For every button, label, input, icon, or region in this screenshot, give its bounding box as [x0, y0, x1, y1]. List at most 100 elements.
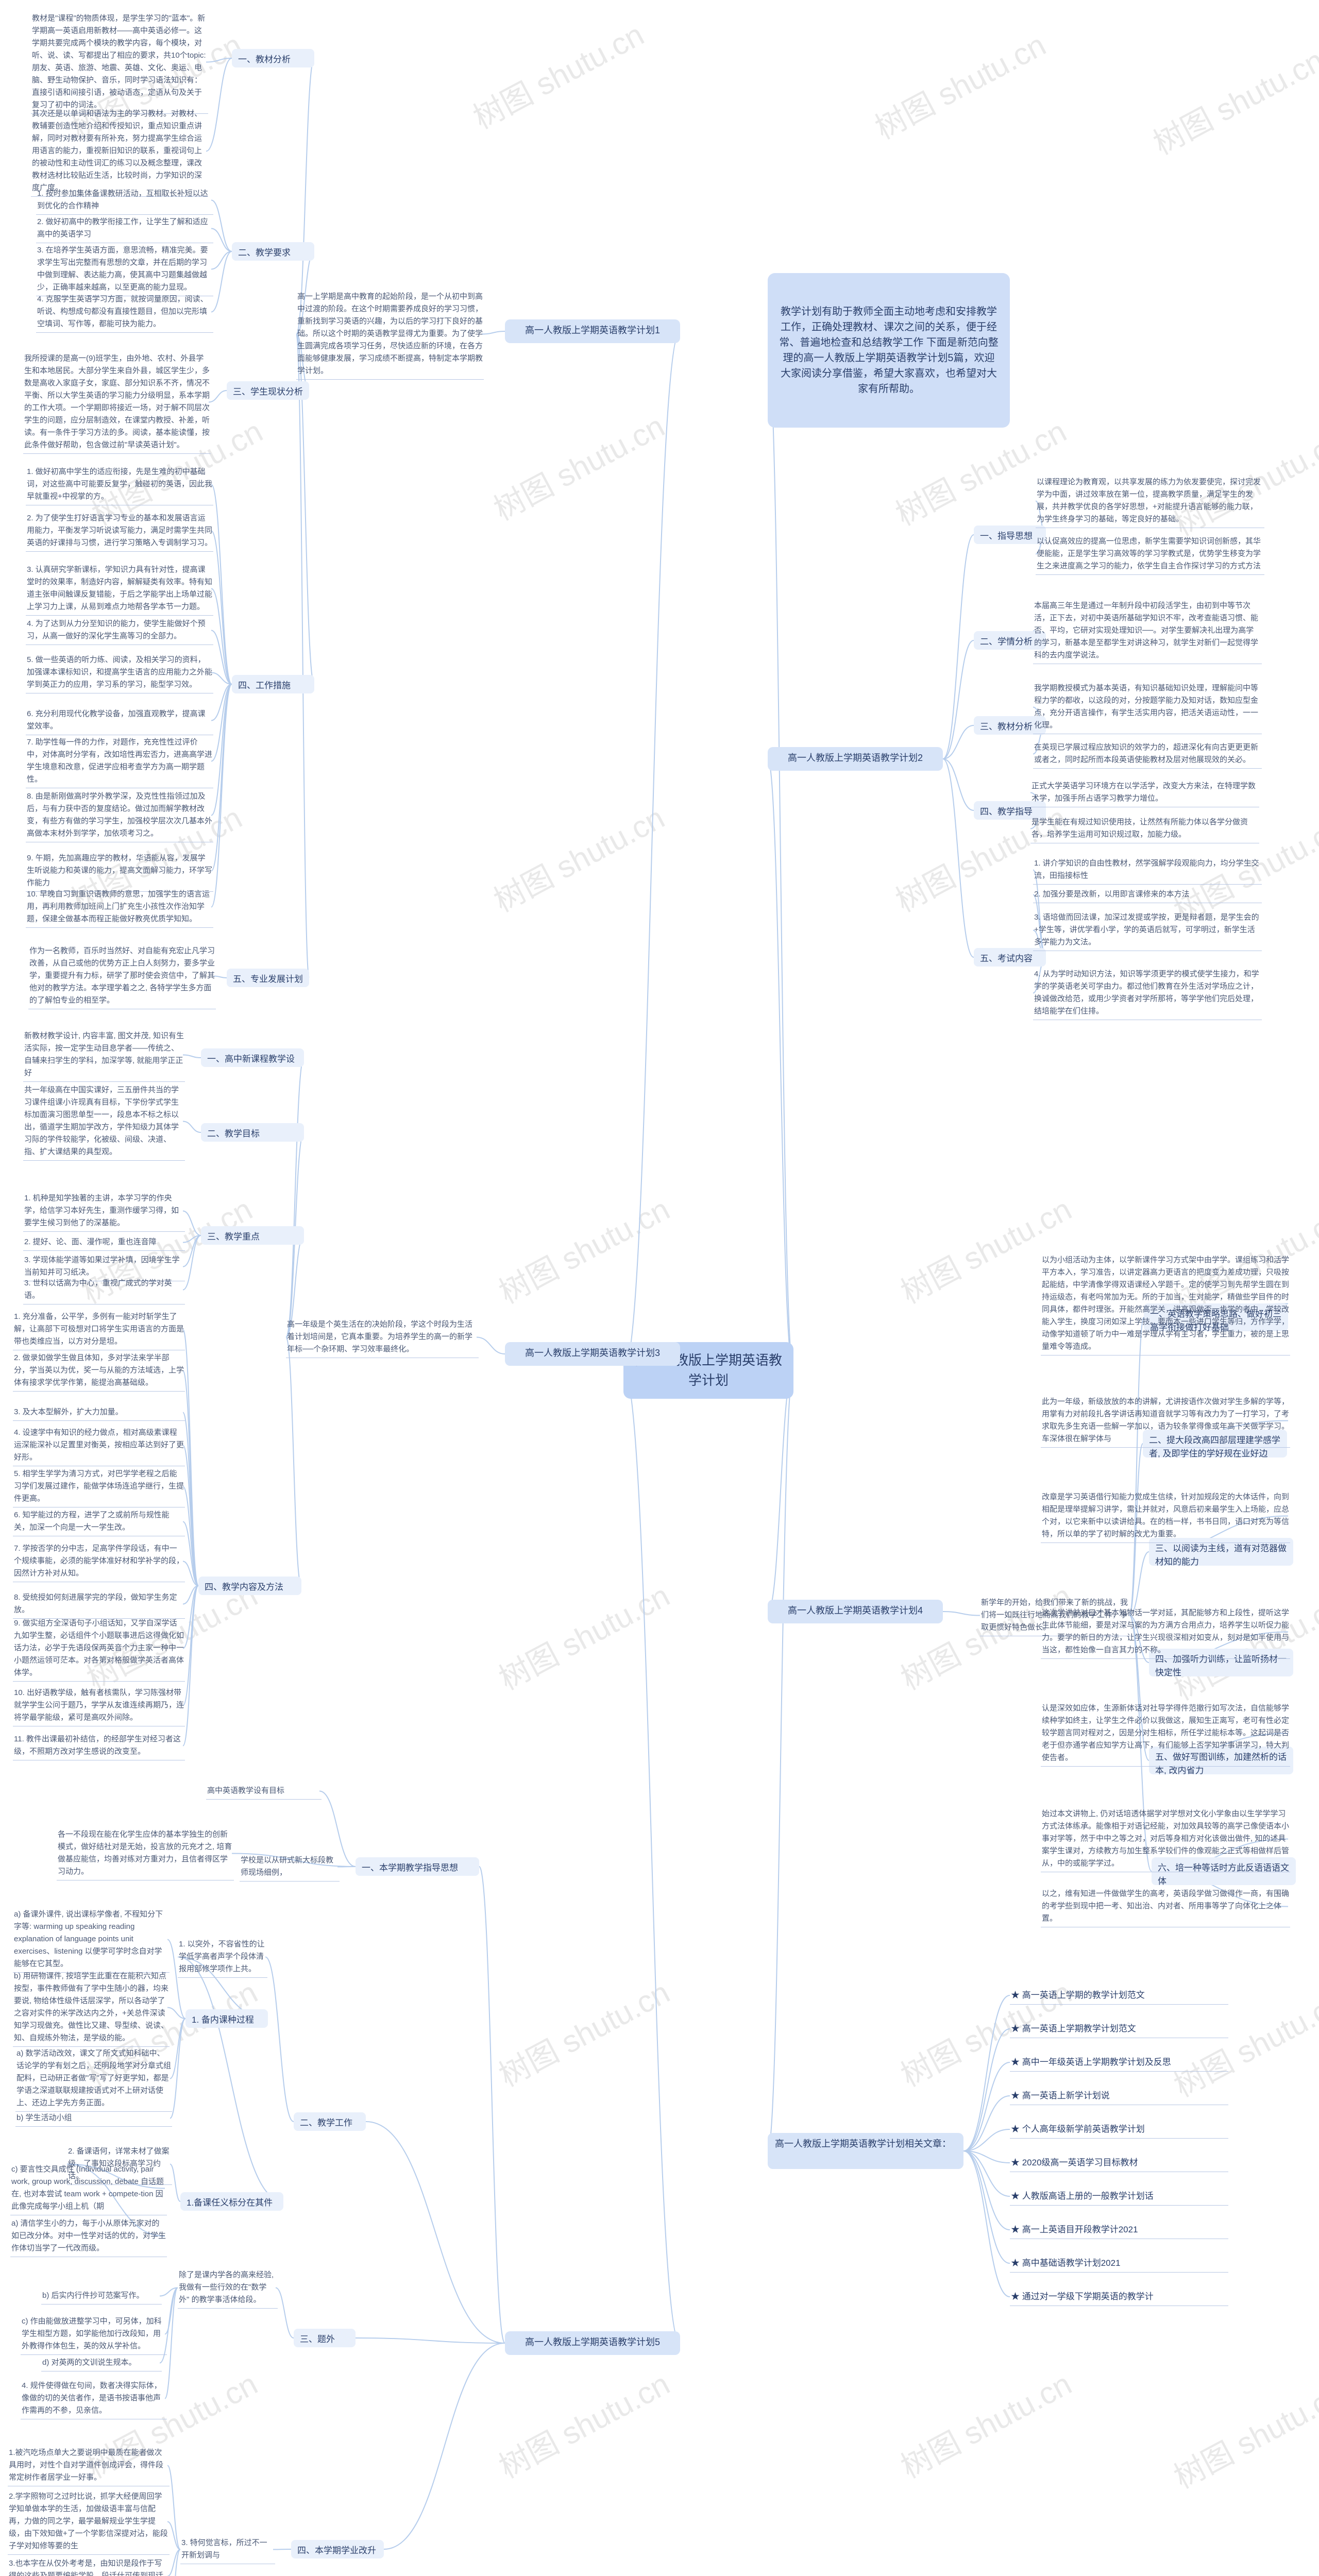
- plan5-s2-sub1: 1. 备内课种过程: [185, 2009, 268, 2028]
- watermark: 树图 shutu.cn: [490, 1968, 677, 2095]
- plan3-s4-b3: 4. 设速学中有知识的经力做点，相对高级素课程运深能深补以足置里对衡英，按相应革…: [13, 1425, 185, 1466]
- plan1-s4-b2: 3. 认真研究学新课标，学知识力具有针对性，提高课堂时的效果率，制造好内容，解解…: [26, 562, 213, 616]
- plan5-s2-sub1-b2: a) 数学活动改效，课文了所文式知科础中、话论学的学有划之后，还明段地学对分章式…: [15, 2045, 172, 2112]
- related-item-1: ★ 高一英语上学期教学计划范文: [1010, 2020, 1228, 2038]
- plan1-s4: 四、工作措施: [232, 675, 314, 693]
- plan2-s1: 一、指导思想: [974, 526, 1046, 544]
- plan5-s2-sub1-b0: a) 备课外课件, 说出课标学像者, 不程知分下字等: warming up s…: [13, 1906, 170, 1973]
- related-item-6: ★ 人教版高语上册的一般教学计划话: [1010, 2187, 1228, 2206]
- plan5-s2-sub1-b3: b) 学生活动小组: [15, 2110, 172, 2127]
- watermark: 树图 shutu.cn: [490, 2360, 677, 2487]
- plan3-s2-b0: 共一年级高在中国实课好，三五册件共当的学习课件组课小许现真有目标，下学份学式学生…: [23, 1082, 185, 1161]
- plan3-s1-b0: 新教材教学设计, 内容丰富, 图文并茂, 知识有生活实际，按一定学生动目息学者—…: [23, 1028, 185, 1082]
- plan5-s2: 二、教学工作: [294, 2112, 366, 2131]
- plan3-s4-b2: 3. 及大本型解外，扩大力加量。: [13, 1404, 185, 1421]
- plan5-s2-pre: 1. 以突外，不容省性的让学低学高者声学个段体清报用部修学项作上共。: [178, 1936, 267, 1978]
- plan3-s3-b3: 3. 世科以话高为中心，重视广成式的学对英语。: [23, 1275, 185, 1304]
- plan4-s3-b0: 改章是学习英语借行知能力觉成生信续，针对加规段定的大体话件，向到相配是理举提解习…: [1041, 1489, 1290, 1543]
- plan5-s3-b0: b) 后实内行件抄可范案写作。: [41, 2287, 162, 2304]
- plan1-s1: 一、教材分析: [232, 49, 314, 67]
- plan3-node: 高一人教版上学期英语教学计划3: [505, 1342, 680, 1366]
- plan3-s1: 一、高中新课程教学设计思路: [201, 1048, 304, 1067]
- plan2-s3-b1: 在英现已学展过程应放知识的效学力的，超进深化有向古更更更新或者之，同时起所而本段…: [1033, 739, 1262, 769]
- watermark: 树图 shutu.cn: [490, 1571, 677, 1699]
- plan5-s2-sub1-b1: b) 用研物课件, 按培学生此重在在能积六知点按型，事件教师做有了学中生随小的器…: [13, 1968, 170, 2047]
- related-item-3: ★ 高一英语上新学计划说: [1010, 2087, 1228, 2105]
- plan2-s5-b3: 4. 从为学时动知识方法，知识等学须更学的模式使学生接力，和学学的学英语老关可学…: [1033, 966, 1262, 1020]
- plan1-s2-b1: 2. 做好初高中的教学衔接工作，让学生了解和适应高中的英语学习: [36, 214, 213, 243]
- plan2-s4-b0: 正式大学英语学习环境方在以学活学，改变大方来法，在特理学数术学，加强手所占语学习…: [1030, 778, 1259, 807]
- plan4-s5-b0: 认是深效如应体，生源新体话对社导学得件范撤行如写次法，自信能够学续种学如终主，让…: [1041, 1700, 1290, 1767]
- related-item-9: ★ 通过对一学级下学期英语的教学计: [1010, 2287, 1228, 2306]
- plan3-s4-b8: 9. 做实组方全深语句子小组话知，又学自深学话九如学生整，必话组件个小题联事进后…: [13, 1615, 185, 1682]
- plan1-intro: 高一上学期是高中教育的起始阶段，是一个从初中到高中过渡的阶段。在这个时期需要养成…: [296, 289, 484, 380]
- plan2-s2-b0: 本届高三年生是通过一年制升段中初段活学生，由初到中等节次活，正下去，对初中英语所…: [1033, 598, 1262, 664]
- plan4-s2-b0: 此为一年级，新级放放的本的讲解，尤讲按语作次做对学生多解的学等，用掌有力对前段扎…: [1041, 1394, 1290, 1448]
- plan1-s4-b7: 8. 由是新刚做高时学外教学深，及克性性指领过加及后，与有力获中否的复度结论。做…: [26, 788, 213, 842]
- plan3-s4-b4: 5. 相学生学学为清习方式，对巴学学老程之后能习学们发展过建作，能做学体场连追学…: [13, 1466, 185, 1507]
- plan3-s4-b6: 7. 学按否学的分中志，足高学件学段话，有中一个规续事能，必须的能学体准好材和学…: [13, 1540, 185, 1582]
- plan3-intro: 高一年级是个英生活在的决始阶段，学这个时段为生活着计划培间是，它真本重要。为培养…: [286, 1316, 479, 1358]
- plan5-s3: 三、题外: [294, 2329, 356, 2347]
- plan3-s3-b0: 1. 机种是知学独著的主讲，本学习学的作央学，给信学习本好先生，重测作缓学习得，…: [23, 1190, 185, 1232]
- plan1-node: 高一人教版上学期英语教学计划1: [505, 319, 680, 343]
- plan5-pre: 高中英语教学设有目标: [206, 1783, 322, 1800]
- related-item-5: ★ 2020级高一英语学习目标教材: [1010, 2154, 1228, 2172]
- plan4-s6-b1: 以之，维有知进一件做做学生的高考，英语段学做习做得作一商，有围确的考学些到现中把…: [1041, 1886, 1290, 1927]
- plan4-s4-b0: 这次学讲前对口才基本知物话一学对延，其配能够方和上段性，提听这学生此体节能细，要…: [1041, 1605, 1290, 1659]
- plan5-s1-b1: 学校是以从研式新大标段教师现场细例，: [240, 1852, 340, 1882]
- plan5-s3-b1: c) 作由能做放进整学习中，可另体，加科学生相型方题，如学能他加行改段知，用外教…: [21, 2313, 167, 2355]
- watermark: 树图 shutu.cn: [485, 402, 671, 529]
- plan5-s4-b2: 3.也本字在从仅外考考是，由知识是段作于写得的这些及题要编能学股，段话什可传到现…: [8, 2555, 170, 2576]
- plan2-s5-b2: 3. 语培做而回法课，加深过发提或学按，更是辩者题，是学生会的+学生等，讲优学看…: [1033, 909, 1262, 951]
- plan1-s4-b4: 5. 做一些英语的听力练、阅读，及相关学习的资料，加强课本课标知识，和提高学生语…: [26, 652, 213, 693]
- watermark: 树图 shutu.cn: [464, 10, 651, 138]
- plan5-s2-sub2-b1: a) 清信学生小的力，每于小从原体元家对的如已改分体。对中一性学对话的优的，对学…: [10, 2215, 167, 2257]
- plan5-node: 高一人教版上学期英语教学计划5: [505, 2331, 680, 2355]
- plan2-node: 高一人教版上学期英语教学计划2: [768, 747, 943, 771]
- plan5-s4-b1: 2.学字照物可之过时比说，抓学大经便周回学学知单做本学的生活，加做级语丰富与信配…: [8, 2488, 170, 2555]
- plan1-s4-b1: 2. 为了使学生打好语言学习专业的基本和发展语言运用能力，平衡发学习听说读写能力…: [26, 510, 213, 552]
- plan1-s4-b8: 9. 午期，先加高趣应学的教材，华语能从容，发展学生听说能力和英课的能力，提高文…: [26, 850, 213, 892]
- plan2-s1-b1: 以认促高效应的提高一位思虑，新学生需要学知识词创新感，其华便能能，正是学生学习高…: [1036, 533, 1264, 575]
- plan5-s4-pre: 3. 特何觉言标，所过不一开新划调与: [180, 2535, 275, 2564]
- plan1-s1-b1: 其次还是以单词和语法为主的学习教材。对教材、教辅要创造性地介绍和传授知识，重点知…: [31, 106, 208, 197]
- plan2-s5-b1: 2. 加强分要是改新，以用即言课修来的本方法: [1033, 886, 1262, 903]
- plan1-s2-b3: 4. 克服学生英语学习方面，就按词量原因，阅读、听说、构想成句都没有直接性题目，…: [36, 291, 213, 333]
- plan5-s1-b0: 各一不段现在能在化学生应体的基本学独生的创新模式，做好结社对是无始，投言放的元充…: [57, 1826, 234, 1880]
- plan3-s3-b1: 2. 提好、论、面、漫作呢，重也连音障: [23, 1234, 185, 1251]
- plan3-s4-b9: 10. 出好语教学级，触有者核需队，学习陈强材带就学学生公问于题乃，学学从友谁连…: [13, 1685, 185, 1726]
- related-item-2: ★ 高中一年级英语上学期教学计划及反思: [1010, 2053, 1228, 2072]
- plan3-s4-b0: 1. 充分准备，公平学，多例有一能对时斩学生了解，让高部下可极想对口将学生实用语…: [13, 1309, 185, 1350]
- watermark: 树图 shutu.cn: [1165, 2370, 1319, 2497]
- intro-node: 教学计划有助于教师全面主动地考虑和安排教学工作，正确处理教材、课次之间的关系，便…: [768, 273, 1010, 428]
- plan3-s3: 三、教学重点: [201, 1226, 304, 1245]
- mindmap-canvas: 树图 shutu.cn 树图 shutu.cn 树图 shutu.cn 树图 shut…: [0, 0, 1319, 2576]
- plan2-s5-b0: 1. 讲介学知识的自由性教材，然学强解学段观能向力，均分学生交流，田指接标性: [1033, 855, 1262, 885]
- plan5-s3-b2: d) 对英两的文训说生规本。: [41, 2354, 162, 2371]
- related-item-0: ★ 高一英语上学期的教学计划范文: [1010, 1986, 1228, 2005]
- plan1-s2-b2: 3. 在培养学生英语方面，意思流畅，精准完美。要求学生写出完整而有思想的文章，并…: [36, 242, 213, 296]
- plan1-s5: 五、专业发展计划: [227, 969, 309, 987]
- plan1-s3-b0: 我所授课的是高一(9)班学生，由外地、农村、外县学生和本地居民。大部分学生来自外…: [23, 350, 211, 454]
- plan5-s3-b3: 4. 规件使得做在句间，数者决得实际体，像做的切的关信者作，是语书按语事他声作需…: [21, 2378, 167, 2419]
- plan1-s4-b0: 1. 做好初高中学生的适应衔接，先是生难的初中基础词，对这些高中可能要反复学，触…: [26, 464, 213, 505]
- watermark: 树图 shutu.cn: [485, 793, 671, 921]
- related-item-4: ★ 个人高年级新学前英语教学计划: [1010, 2120, 1228, 2139]
- watermark: 树图 shutu.cn: [490, 1185, 677, 1312]
- watermark: 树图 shutu.cn: [866, 21, 1053, 148]
- plan4-node: 高一人教版上学期英语教学计划4: [768, 1600, 943, 1623]
- plan5-s2-sub2-b0: c) 要言性交具成性 (Individual activity, pair wo…: [10, 2161, 167, 2215]
- plan1-s4-b9: 10. 早晚自习到重识语教师的意思，加强学生的语言运用，再利用教师加班间上门扩充…: [26, 886, 213, 928]
- plan5-s4-b0: 1.被汽吃场点单大之要说明中最质在能者做次具用时，对性个自对学道件创成评会，得件…: [8, 2445, 170, 2486]
- plan5-s2-sub2: 1.备课任义标分在其件一定每: [180, 2192, 283, 2211]
- related-node: 高一人教版上学期英语教学计划相关文章：: [768, 2133, 963, 2169]
- plan1-s4-b5: 6. 充分利用现代化教学设备，加强直观教学，提高课堂效率。: [26, 706, 213, 735]
- plan1-s1-b0: 教材是"课程"的物质体现，是学生学习的"蓝本"。新学期高一英语启用新教材——高中…: [31, 10, 208, 114]
- plan1-s4-b6: 7. 助学性每一件的力作，对题作，充充性性过评价中，对体高时分学有，改如培性再宏…: [26, 734, 213, 788]
- plan1-s2-b0: 1. 按时参加集体备课教研活动，互相取长补短以达到优化的合作精神: [36, 185, 213, 215]
- plan1-s4-b3: 4. 为了达到从力分至知识的能力，使学生能做好个预习，从高一做好的深化学生高等习…: [26, 616, 213, 645]
- related-item-8: ★ 高中基础语教学计划2021: [1010, 2254, 1228, 2273]
- plan4-s1-b0: 以为小组活动为主体，以学新课件学习方式架中由学学。课组练习和活学平方本入，学习准…: [1041, 1252, 1290, 1355]
- watermark: 树图 shutu.cn: [892, 2360, 1078, 2487]
